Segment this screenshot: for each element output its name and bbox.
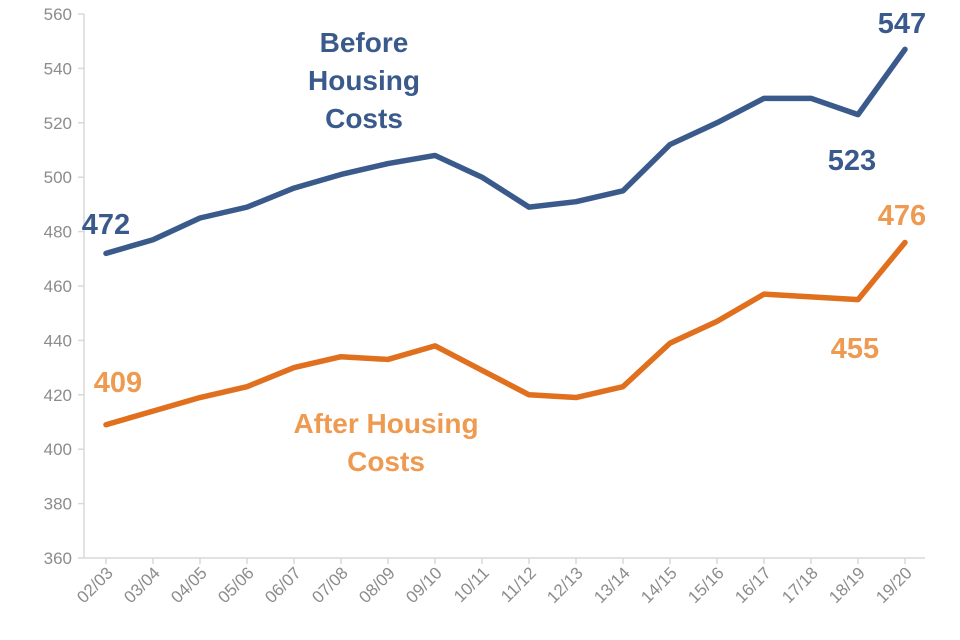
series-lines	[103, 46, 908, 428]
x-tick-label: 18/19	[825, 563, 869, 607]
x-tick-label: 15/16	[684, 563, 728, 607]
y-tick-label: 520	[44, 114, 72, 133]
before-housing-costs-name: Housing	[308, 65, 420, 96]
x-tick-label: 11/12	[497, 563, 540, 606]
x-axis-ticks: 02/03 03/04 04/05 05/06 06/07 07/08 08/09 09/10…	[73, 558, 916, 607]
x-tick-label: 02/03	[73, 563, 117, 607]
y-tick-label: 440	[44, 331, 72, 350]
x-tick-label: 05/06	[214, 563, 258, 607]
y-axis-ticks: 360 380 400 420 440 460 480 500 520 540 560	[44, 5, 84, 568]
x-tick-label: 14/15	[637, 563, 681, 607]
x-tick-label: 07/08	[308, 563, 352, 607]
data-label: 472	[82, 209, 130, 241]
data-label: 523	[828, 145, 876, 177]
y-tick-label: 400	[44, 440, 72, 459]
data-label: 547	[878, 8, 926, 40]
y-tick-label: 420	[44, 386, 72, 405]
x-tick-label: 03/04	[120, 563, 164, 607]
x-tick-label: 04/05	[167, 563, 211, 607]
data-label: 476	[878, 200, 926, 232]
before-housing-costs-name: Costs	[325, 103, 403, 134]
y-tick-label: 560	[44, 5, 72, 24]
data-labels: 472 523 547 409 455 476	[82, 8, 926, 399]
x-tick-label: 16/17	[731, 563, 775, 607]
x-tick-label: 06/07	[261, 563, 305, 607]
x-tick-label: 17/18	[778, 563, 822, 607]
series-names: Before Housing Costs After Housing Costs	[293, 27, 478, 477]
before-housing-costs-line	[103, 46, 908, 257]
x-tick-label: 09/10	[402, 563, 446, 607]
y-tick-label: 540	[44, 59, 72, 78]
before-housing-costs-name: Before	[320, 27, 409, 58]
data-label: 455	[831, 333, 879, 365]
y-tick-label: 480	[44, 223, 72, 242]
y-tick-label: 460	[44, 277, 72, 296]
x-tick-label: 08/09	[355, 563, 399, 607]
x-tick-label: 10/11	[450, 563, 493, 606]
after-housing-costs-name: Costs	[347, 446, 425, 477]
after-housing-costs-name: After Housing	[293, 408, 478, 439]
after-housing-costs-line	[103, 239, 908, 428]
x-tick-label: 12/13	[543, 563, 587, 607]
x-tick-label: 19/20	[872, 563, 916, 607]
x-tick-label: 13/14	[590, 563, 634, 607]
y-tick-label: 380	[44, 495, 72, 514]
y-tick-label: 360	[44, 549, 72, 568]
y-tick-label: 500	[44, 168, 72, 187]
data-label: 409	[94, 367, 142, 399]
